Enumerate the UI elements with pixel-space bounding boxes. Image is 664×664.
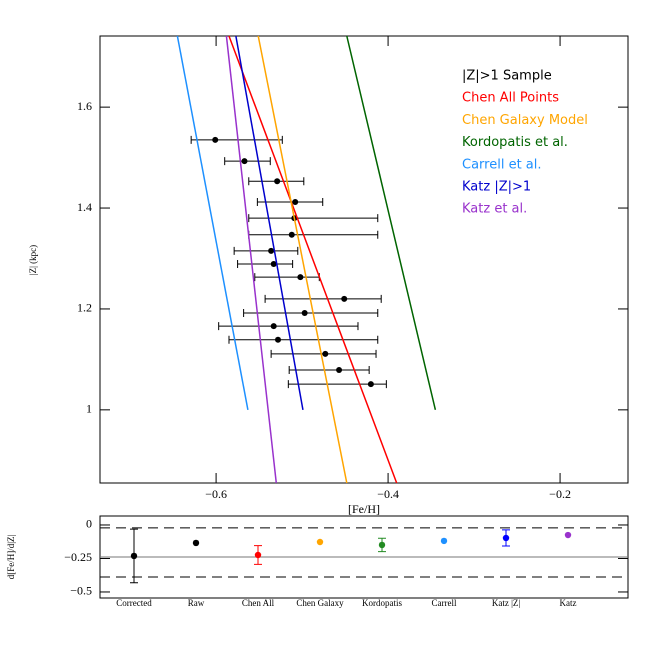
data-point — [440, 537, 448, 545]
data-point — [241, 158, 248, 165]
x-tick-label: Katz |Z| — [492, 598, 521, 608]
y-tick-label: −0.5 — [70, 584, 92, 598]
x-axis-label: [Fe/H] — [348, 502, 380, 516]
data-point — [336, 366, 343, 373]
y-tick-label: 1.4 — [77, 200, 92, 214]
plot-frame — [99, 35, 629, 484]
fit-line — [225, 35, 278, 484]
error-bar — [256, 197, 324, 206]
data-point — [254, 551, 262, 559]
data-point — [322, 350, 329, 357]
data-point — [367, 381, 374, 388]
x-tick-label: −0.4 — [377, 487, 399, 501]
data-point — [316, 538, 324, 546]
error-bar — [248, 214, 379, 223]
error-bar — [237, 260, 294, 269]
x-tick-label: −0.6 — [205, 487, 227, 501]
data-point — [502, 534, 510, 542]
x-tick-label: Corrected — [116, 598, 152, 608]
fit-line — [257, 35, 348, 484]
x-tick-label: Katz — [560, 598, 577, 608]
error-bar — [243, 308, 379, 317]
data-point — [378, 541, 386, 549]
legend-entry: Carrell et al. — [462, 157, 542, 172]
fit-line — [346, 35, 437, 411]
data-point — [292, 198, 299, 205]
x-tick-label: Carrell — [432, 598, 457, 608]
y-axis-label: |Z| (kpc) — [28, 245, 38, 275]
data-point — [212, 136, 219, 143]
x-tick-label: Raw — [188, 598, 205, 608]
data-point — [192, 539, 200, 547]
x-tick-label: −0.2 — [549, 487, 571, 501]
y-tick-label: 1 — [86, 402, 92, 416]
data-point — [564, 531, 572, 539]
data-point — [297, 274, 304, 281]
error-bar — [264, 294, 382, 303]
x-tick-label: Chen All — [242, 598, 275, 608]
data-point — [288, 231, 295, 238]
error-bar — [224, 157, 271, 166]
data-point — [301, 309, 308, 316]
y-tick-label: 1.2 — [77, 301, 92, 315]
legend-entry: Katz |Z|>1 — [462, 180, 531, 195]
fit-line — [176, 35, 249, 410]
data-point — [275, 336, 282, 343]
legend-entry: |Z|>1 Sample — [462, 69, 552, 84]
error-bar — [288, 365, 370, 374]
data-point — [341, 295, 348, 302]
y-tick-label: 0 — [86, 517, 92, 531]
legend-entry: Chen Galaxy Model — [462, 113, 588, 128]
y-axis-label: d[Fe/H]/d|Z| — [6, 535, 16, 580]
data-point — [268, 247, 275, 254]
data-point — [130, 552, 138, 560]
x-tick-label: Kordopatis — [362, 598, 402, 608]
data-point — [270, 323, 277, 330]
error-bar — [190, 135, 283, 144]
x-tick-label: Chen Galaxy — [296, 598, 344, 608]
fit-line — [228, 35, 398, 484]
y-tick-label: 1.6 — [77, 99, 92, 113]
fit-line — [235, 35, 304, 410]
legend-entry: Kordopatis et al. — [462, 135, 568, 150]
data-point — [270, 261, 277, 268]
error-bar — [228, 335, 379, 344]
error-bar — [233, 246, 299, 255]
y-tick-label: −0.25 — [64, 550, 92, 564]
legend-entry: Chen All Points — [462, 91, 559, 106]
legend-entry: Katz et al. — [462, 202, 527, 217]
data-point — [274, 178, 281, 185]
